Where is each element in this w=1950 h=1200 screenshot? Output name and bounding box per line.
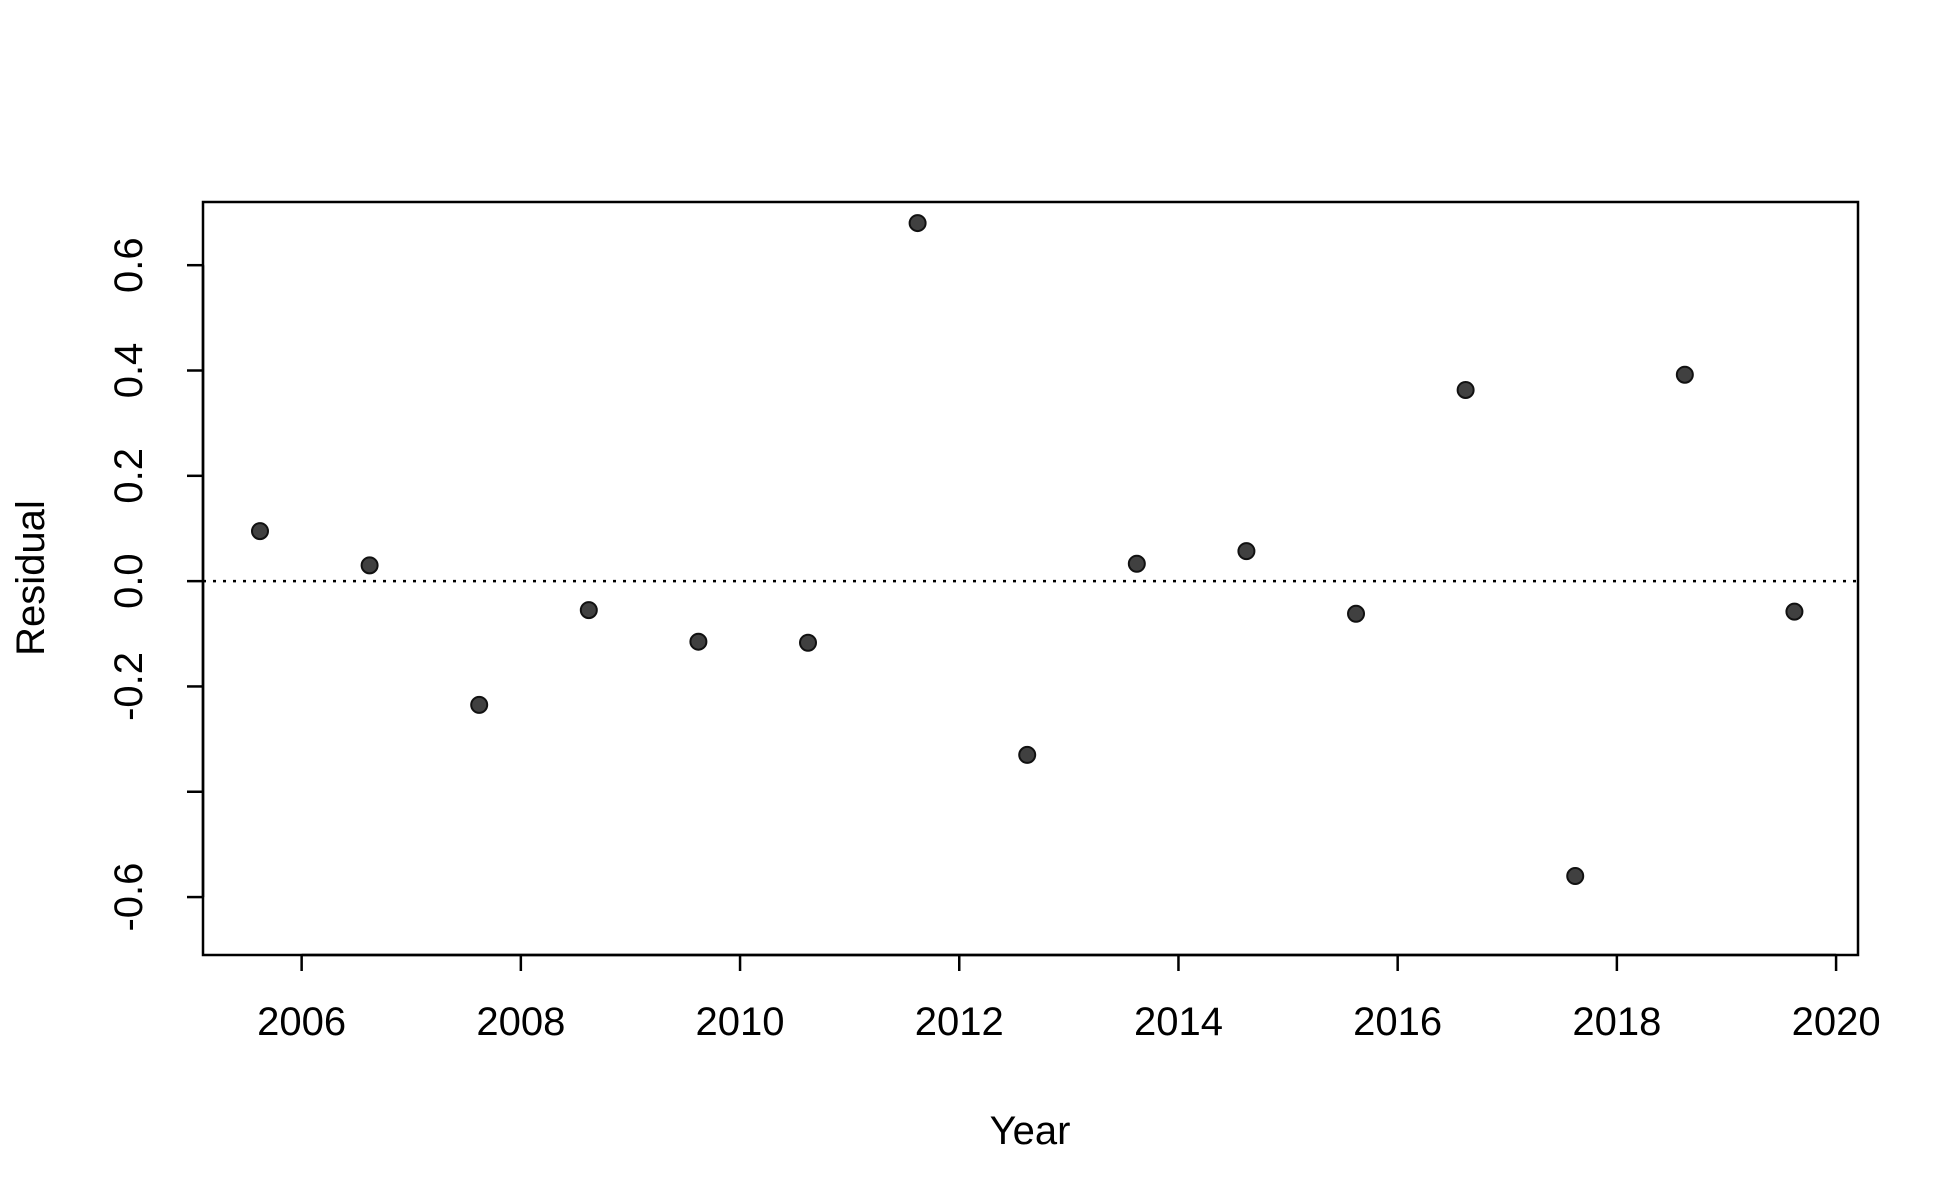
x-axis: 2006 2008 2010 2012 2014 2016 2018 2020: [257, 953, 1881, 1044]
data-point: [250, 522, 269, 541]
plot-frame: [201, 200, 1860, 957]
y-tick-label: 0.2: [107, 448, 151, 504]
y-tick-label: -0.2: [107, 652, 151, 721]
x-tick-label: 2018: [1572, 1000, 1661, 1044]
y-tick-label: 0.6: [107, 237, 151, 293]
data-point: [1456, 380, 1475, 399]
data-point: [1566, 867, 1585, 886]
data-point: [1018, 745, 1037, 764]
x-tick-label: 2016: [1353, 1000, 1442, 1044]
data-points: [250, 214, 1804, 886]
x-tick-label: 2010: [696, 1000, 785, 1044]
data-point: [1785, 602, 1804, 621]
y-axis-label: Residual: [9, 500, 53, 656]
data-point: [689, 632, 708, 651]
x-tick-label: 2014: [1134, 1000, 1223, 1044]
x-axis-label: Year: [990, 1109, 1071, 1153]
data-point: [1237, 542, 1256, 561]
data-point: [908, 214, 927, 233]
x-tick-label: 2008: [476, 1000, 565, 1044]
data-point: [1675, 365, 1694, 384]
data-point: [1347, 604, 1366, 623]
data-point: [1127, 554, 1146, 573]
x-tick-label: 2012: [915, 1000, 1004, 1044]
x-tick-label: 2020: [1792, 1000, 1881, 1044]
y-tick-label: 0.4: [107, 343, 151, 399]
y-tick-label: -0.6: [107, 863, 151, 932]
data-point: [470, 695, 489, 714]
y-tick-label: 0.0: [107, 553, 151, 609]
data-point: [579, 601, 598, 620]
data-point: [799, 633, 818, 652]
x-tick-label: 2006: [257, 1000, 346, 1044]
y-axis: -0.6 -0.2 0.0 0.2 0.4 0.6: [107, 237, 205, 932]
data-point: [360, 556, 379, 575]
